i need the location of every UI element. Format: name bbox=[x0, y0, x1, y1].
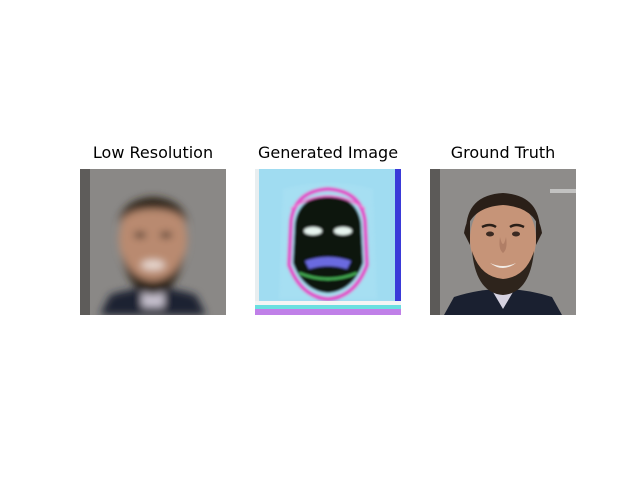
panel-title: Ground Truth bbox=[450, 143, 556, 162]
panel-title: Low Resolution bbox=[92, 143, 214, 162]
ground-truth-image bbox=[430, 169, 576, 315]
panel-title: Generated Image bbox=[257, 143, 399, 162]
generated-image bbox=[255, 169, 401, 315]
low-resolution-image bbox=[80, 169, 226, 315]
